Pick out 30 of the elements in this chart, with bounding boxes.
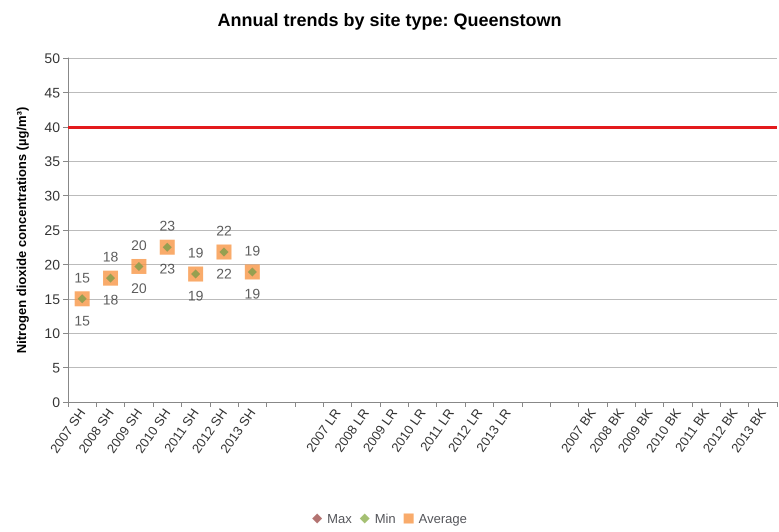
data-label: 19 bbox=[244, 285, 260, 302]
y-tick-label: 5 bbox=[52, 360, 60, 376]
y-tick-label: 15 bbox=[44, 290, 60, 307]
data-label: 19 bbox=[188, 244, 204, 261]
y-tick-label: 45 bbox=[44, 84, 60, 100]
y-tick-label: 50 bbox=[44, 50, 60, 66]
y-tick-label: 10 bbox=[44, 325, 60, 342]
data-label: 22 bbox=[216, 222, 232, 239]
data-label: 19 bbox=[244, 242, 260, 258]
data-label: 18 bbox=[102, 248, 119, 265]
chart-title: Annual trends by site type: Queenstown bbox=[217, 10, 562, 30]
data-label: 15 bbox=[74, 269, 90, 286]
y-tick-label: 35 bbox=[44, 153, 60, 170]
legend-label: Average bbox=[418, 511, 467, 526]
y-axis-title: Nitrogen dioxide concentrations (µg/m³) bbox=[14, 106, 29, 354]
y-tick-label: 20 bbox=[44, 256, 60, 272]
data-label: 20 bbox=[131, 236, 147, 253]
data-label: 19 bbox=[188, 288, 204, 304]
legend-label: Min bbox=[374, 511, 396, 526]
legend-label: Max bbox=[327, 511, 352, 526]
data-label: 23 bbox=[159, 218, 176, 234]
y-tick-label: 30 bbox=[44, 188, 60, 204]
y-tick-label: 25 bbox=[44, 222, 60, 238]
data-label: 20 bbox=[131, 280, 147, 296]
data-label: 15 bbox=[74, 312, 90, 328]
y-tick-label: 0 bbox=[52, 394, 60, 410]
data-label: 23 bbox=[159, 260, 176, 277]
data-label: 18 bbox=[102, 292, 119, 308]
y-tick-label: 40 bbox=[44, 118, 60, 135]
data-label: 22 bbox=[216, 266, 232, 282]
